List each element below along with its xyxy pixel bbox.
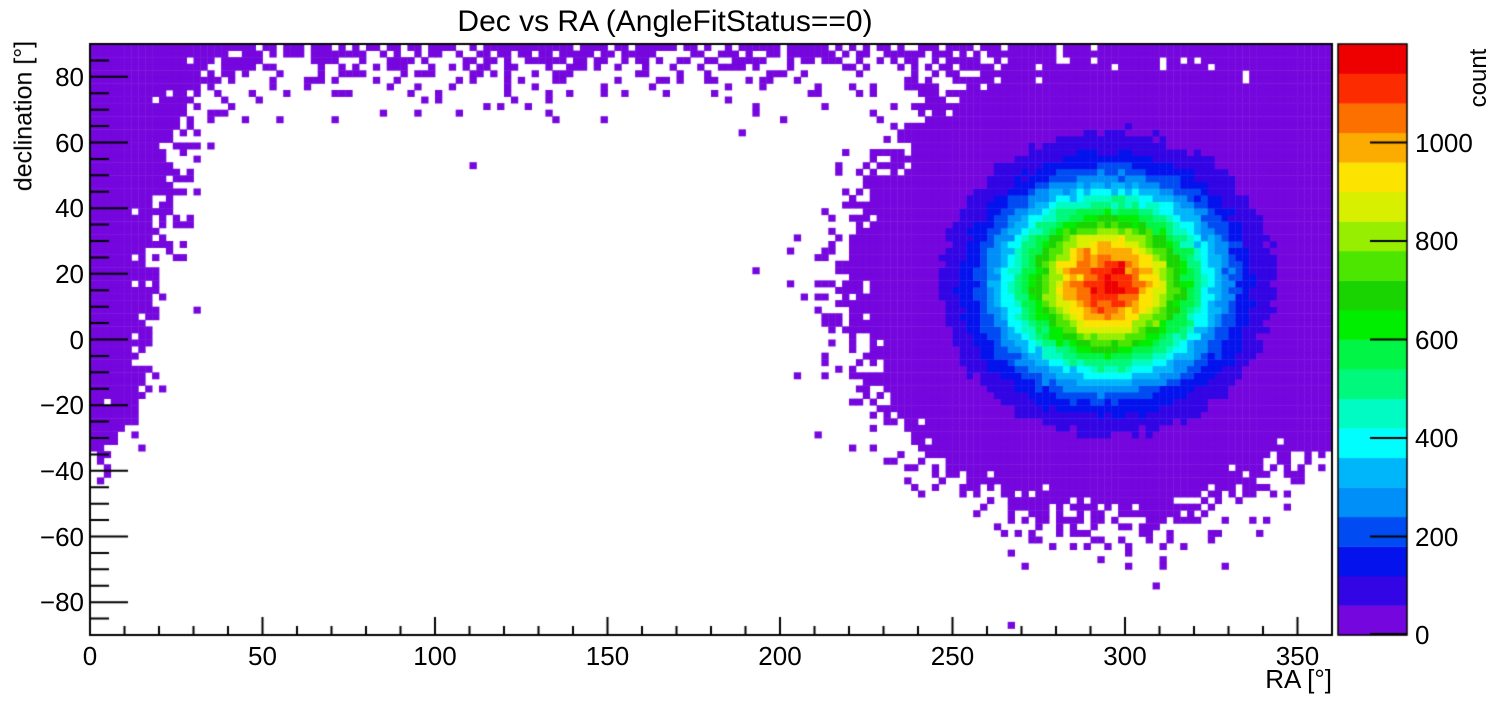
y-tick-label: −40	[39, 455, 84, 486]
y-tick-label: 20	[55, 258, 84, 289]
z-tick-label: 400	[1415, 423, 1459, 453]
y-tick-label: −60	[39, 521, 84, 552]
y-tick-label: −20	[39, 390, 84, 421]
y-tick-label: 60	[55, 127, 84, 158]
z-tick-label: 1000	[1415, 127, 1473, 158]
x-tick-label: 250	[930, 641, 975, 671]
z-tick-label: 800	[1415, 226, 1459, 256]
x-tick-label: 300	[1103, 641, 1147, 671]
y-tick-label: 80	[55, 61, 84, 92]
z-tick-label: 600	[1415, 324, 1459, 355]
x-tick-label: 150	[585, 641, 630, 671]
y-tick-label: 0	[69, 324, 84, 355]
z-tick-label: 200	[1415, 521, 1459, 552]
z-tick-label: 0	[1415, 620, 1430, 650]
x-tick-label: 100	[413, 641, 457, 671]
colorbar-title: count	[1465, 48, 1492, 108]
y-tick-label: 40	[55, 193, 84, 224]
x-tick-label: 200	[758, 641, 802, 671]
chart-title: Dec vs RA (AngleFitStatus==0)	[457, 5, 873, 38]
x-tick-label: 0	[82, 641, 98, 671]
x-tick-label: 50	[248, 641, 277, 671]
x-axis-title: RA [°]	[1265, 664, 1332, 694]
y-tick-label: −80	[39, 587, 84, 618]
x-tick-label: 350	[1275, 641, 1320, 671]
